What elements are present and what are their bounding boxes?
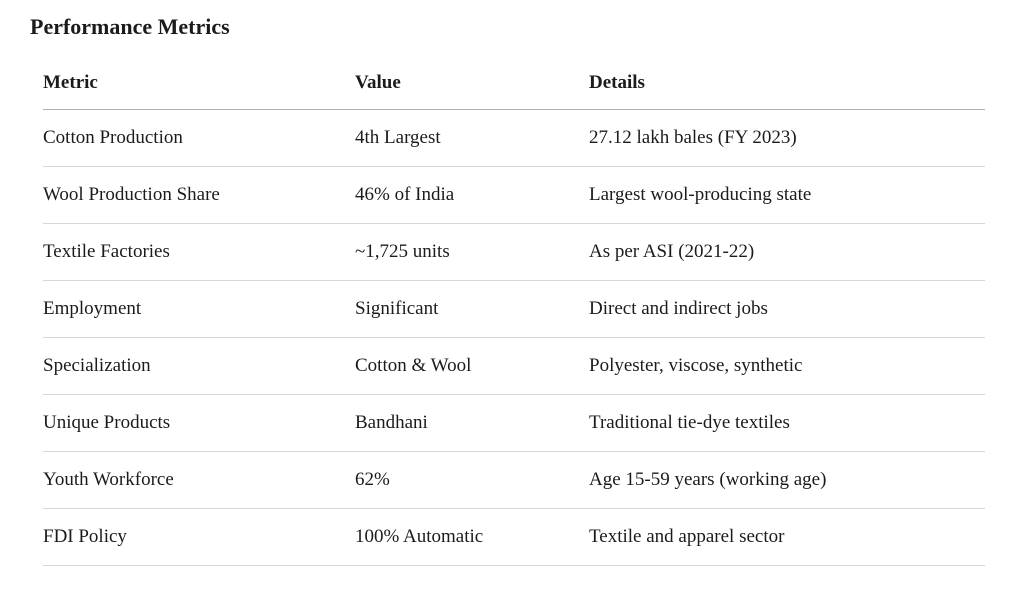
- cell-details: Direct and indirect jobs: [589, 280, 985, 338]
- cell-details: 27.12 lakh bales (FY 2023): [589, 109, 985, 167]
- column-header-details: Details: [589, 71, 985, 110]
- cell-value: 4th Largest: [355, 109, 589, 167]
- cell-metric: Wool Production Share: [43, 166, 355, 224]
- cell-details: Textile and apparel sector: [589, 508, 985, 566]
- cell-value: Significant: [355, 280, 589, 338]
- column-header-metric: Metric: [43, 71, 355, 110]
- table-header: Metric Value Details: [43, 71, 985, 110]
- cell-metric: Specialization: [43, 337, 355, 395]
- cell-value: 46% of India: [355, 166, 589, 224]
- cell-metric: FDI Policy: [43, 508, 355, 566]
- table-row: FDI Policy 100% Automatic Textile and ap…: [43, 508, 985, 566]
- table-row: Wool Production Share 46% of India Large…: [43, 166, 985, 224]
- page-title: Performance Metrics: [30, 14, 230, 39]
- cell-metric: Textile Factories: [43, 223, 355, 281]
- table-row: Cotton Production 4th Largest 27.12 lakh…: [43, 109, 985, 167]
- table-body: Cotton Production 4th Largest 27.12 lakh…: [43, 109, 985, 566]
- cell-metric: Cotton Production: [43, 109, 355, 167]
- cell-metric: Youth Workforce: [43, 451, 355, 509]
- table-row: Unique Products Bandhani Traditional tie…: [43, 394, 985, 452]
- cell-details: As per ASI (2021-22): [589, 223, 985, 281]
- cell-details: Polyester, viscose, synthetic: [589, 337, 985, 395]
- performance-metrics-table: Metric Value Details Cotton Production 4…: [43, 71, 985, 566]
- column-header-value: Value: [355, 71, 589, 110]
- cell-metric: Unique Products: [43, 394, 355, 452]
- table-header-row: Metric Value Details: [43, 71, 985, 110]
- table-row: Specialization Cotton & Wool Polyester, …: [43, 337, 985, 395]
- cell-details: Largest wool-producing state: [589, 166, 985, 224]
- table-row: Textile Factories ~1,725 units As per AS…: [43, 223, 985, 281]
- cell-details: Age 15-59 years (working age): [589, 451, 985, 509]
- cell-value: 62%: [355, 451, 589, 509]
- cell-value: Bandhani: [355, 394, 589, 452]
- cell-value: Cotton & Wool: [355, 337, 589, 395]
- cell-value: 100% Automatic: [355, 508, 589, 566]
- cell-value: ~1,725 units: [355, 223, 589, 281]
- table-row: Employment Significant Direct and indire…: [43, 280, 985, 338]
- cell-metric: Employment: [43, 280, 355, 338]
- table-row: Youth Workforce 62% Age 15-59 years (wor…: [43, 451, 985, 509]
- cell-details: Traditional tie-dye textiles: [589, 394, 985, 452]
